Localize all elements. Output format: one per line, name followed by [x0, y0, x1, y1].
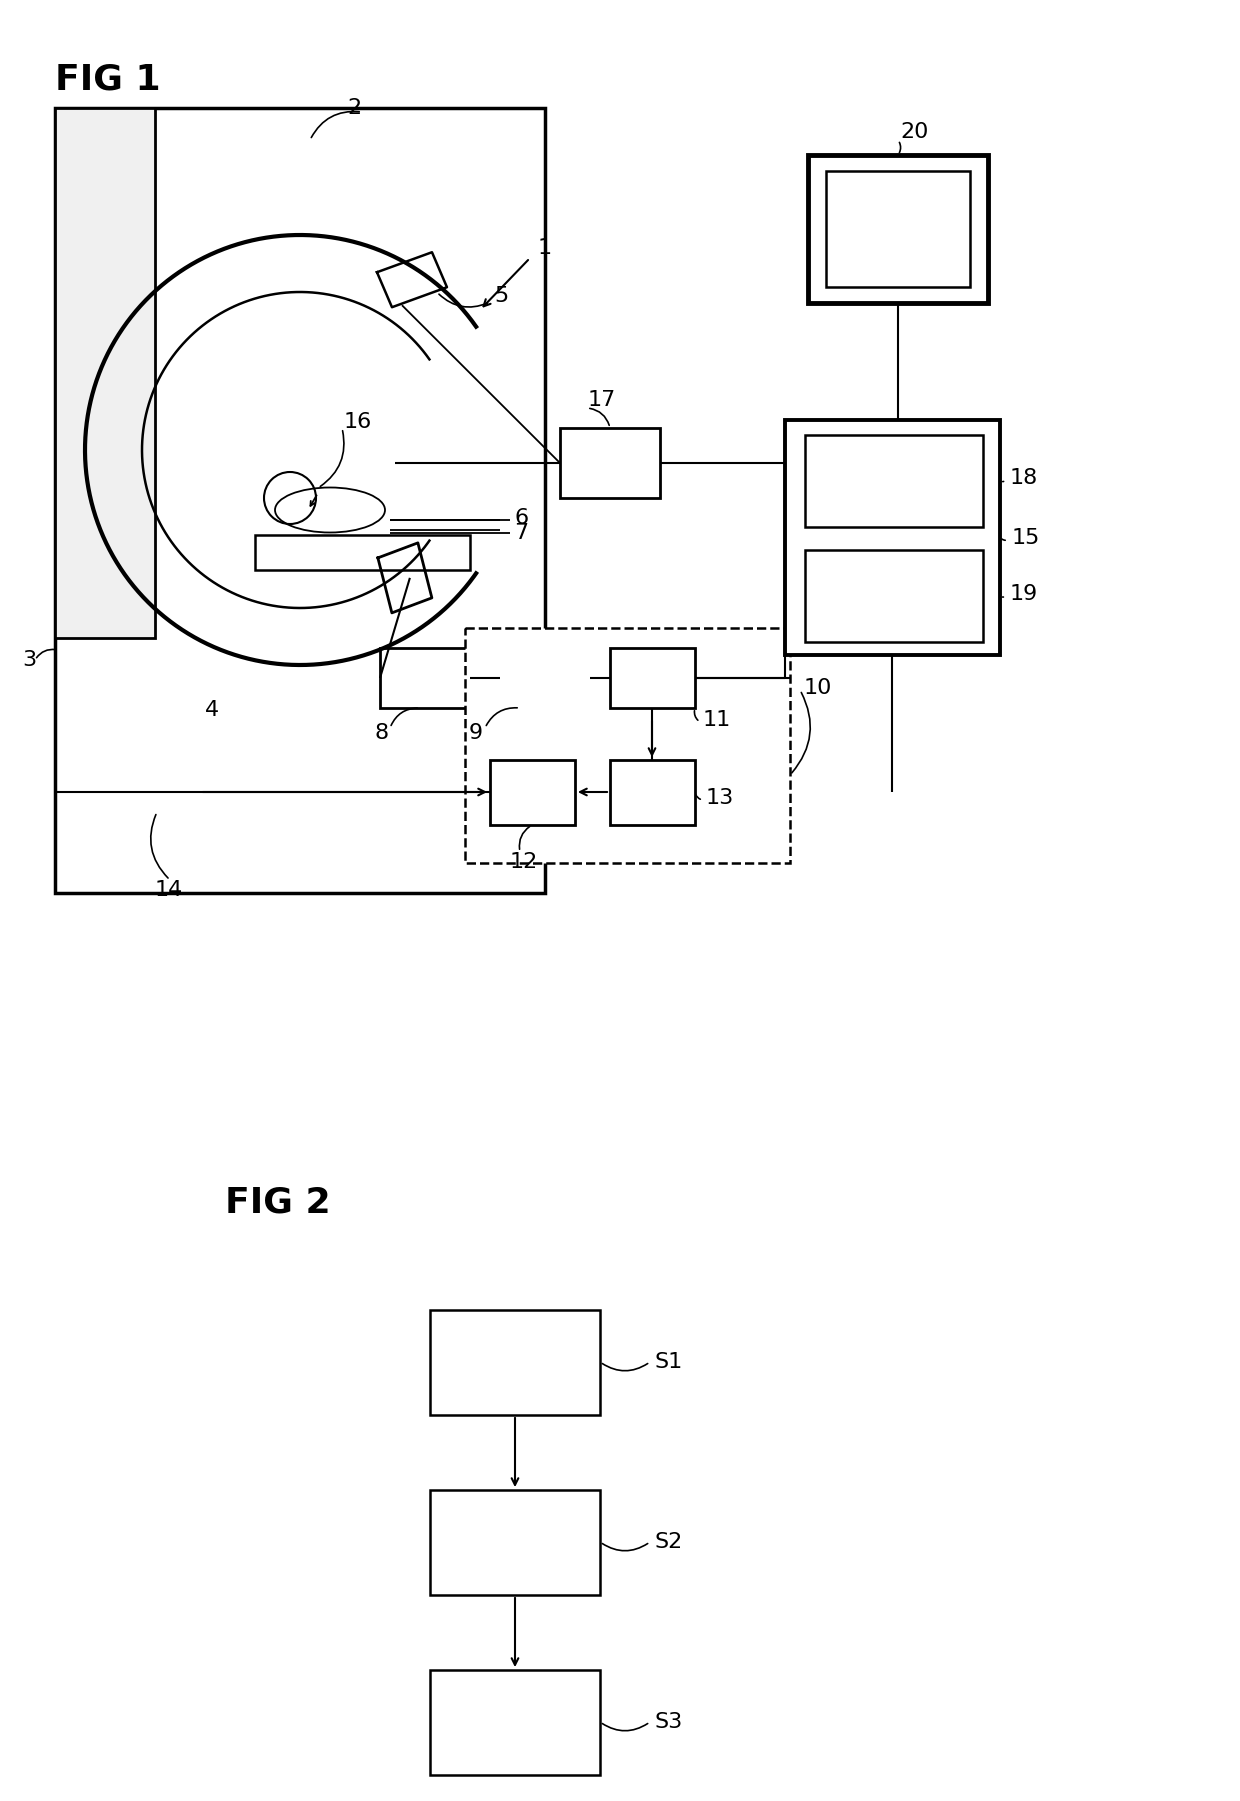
Text: S1: S1 [653, 1353, 682, 1372]
Bar [610, 648, 694, 708]
Text: 10: 10 [804, 677, 832, 699]
Bar [610, 760, 694, 825]
Polygon shape [378, 542, 432, 612]
Bar [805, 549, 983, 641]
Bar [55, 108, 155, 638]
Bar [808, 155, 988, 303]
Text: 19: 19 [1011, 584, 1038, 603]
Text: 4: 4 [205, 701, 219, 720]
Text: S2: S2 [653, 1533, 682, 1552]
Bar [379, 648, 470, 708]
Bar [430, 1670, 600, 1776]
Text: 9: 9 [469, 722, 484, 744]
Text: 14: 14 [155, 881, 184, 900]
Bar [500, 648, 590, 708]
Text: 11: 11 [703, 710, 732, 729]
Text: 1: 1 [538, 238, 552, 258]
Text: 20: 20 [900, 122, 929, 142]
Bar [785, 420, 999, 656]
Text: 18: 18 [1011, 468, 1038, 488]
Bar [490, 760, 575, 825]
Bar [255, 535, 470, 569]
Bar [430, 1309, 600, 1416]
Bar [430, 1489, 600, 1596]
Bar [805, 436, 983, 528]
Text: S3: S3 [653, 1713, 682, 1733]
Text: 7: 7 [515, 522, 528, 542]
Text: 3: 3 [22, 650, 36, 670]
Text: 13: 13 [706, 789, 734, 809]
Text: FIG 1: FIG 1 [55, 61, 161, 95]
Text: 5: 5 [494, 286, 508, 306]
Polygon shape [377, 252, 446, 308]
Text: 8: 8 [374, 722, 389, 744]
Text: 17: 17 [588, 391, 616, 411]
Bar [826, 171, 970, 286]
Bar [560, 429, 660, 499]
Text: 16: 16 [343, 412, 372, 432]
Text: FIG 2: FIG 2 [224, 1185, 331, 1219]
Text: 6: 6 [515, 508, 528, 528]
Text: 2: 2 [347, 97, 361, 119]
Bar [55, 108, 546, 893]
Text: 12: 12 [510, 852, 538, 872]
Bar [465, 629, 790, 863]
Text: 15: 15 [1012, 528, 1040, 548]
